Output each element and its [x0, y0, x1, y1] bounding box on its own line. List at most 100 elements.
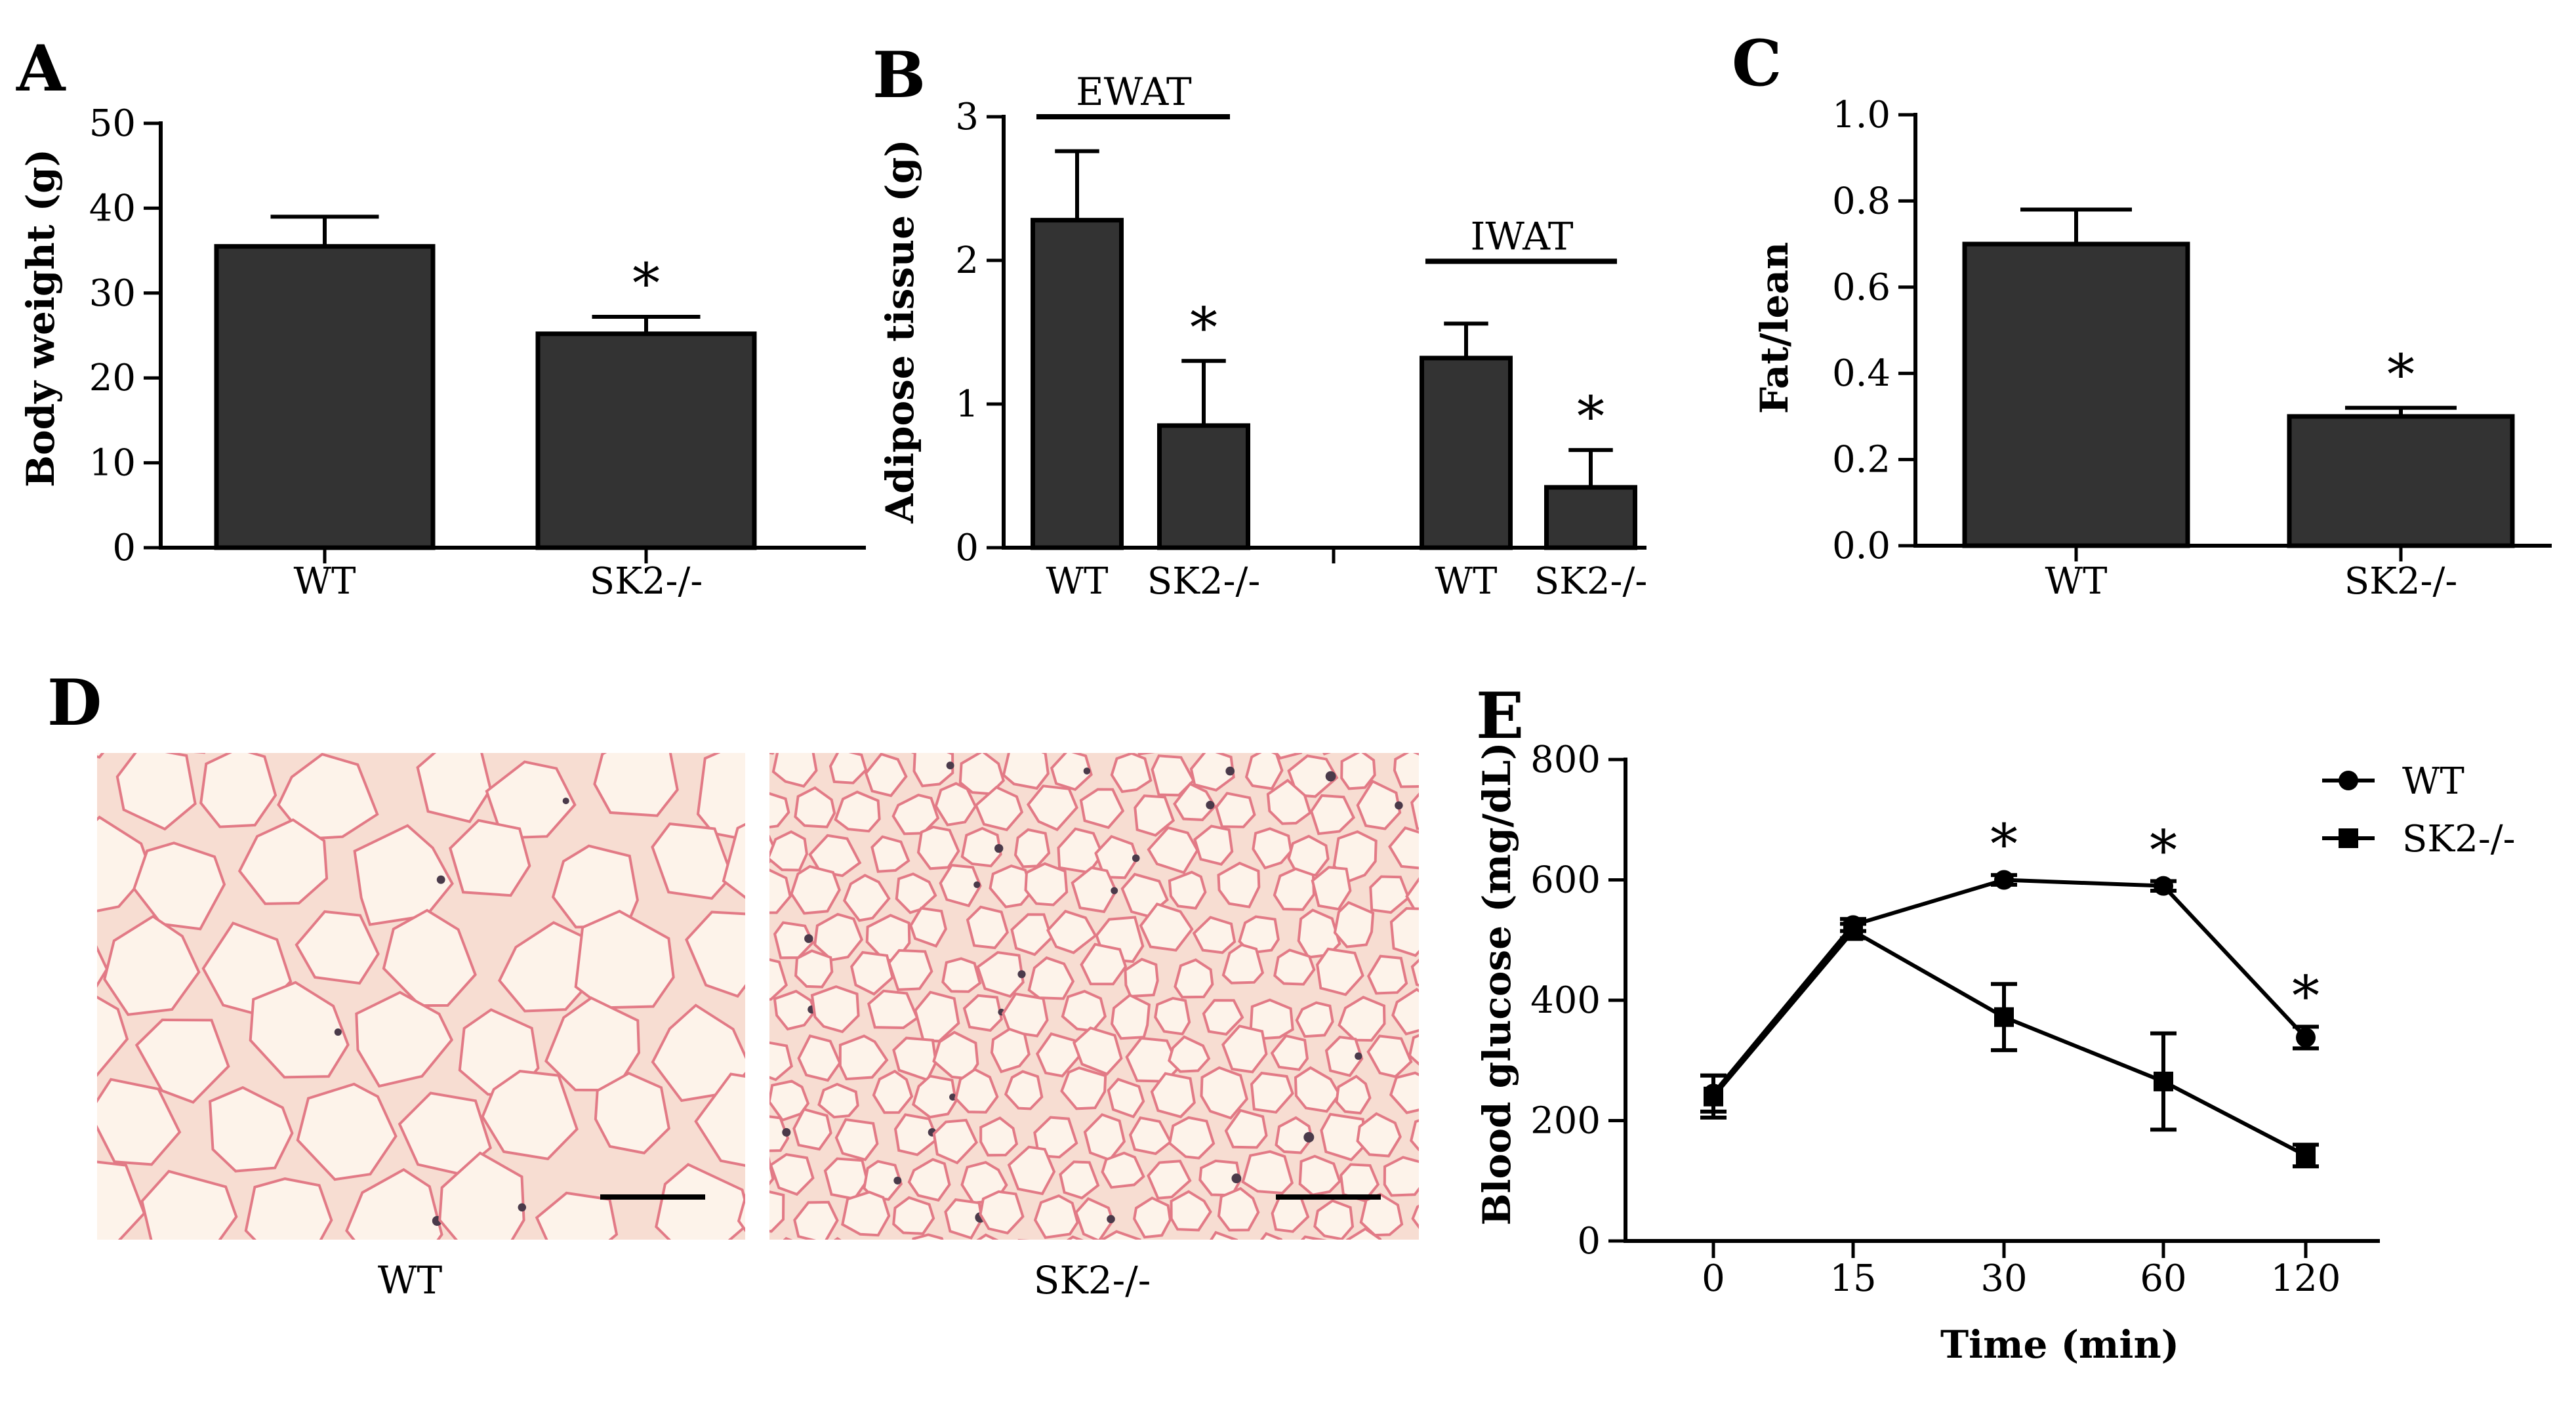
panel-e-y-tick-label: 800 — [1530, 739, 1601, 781]
adipocyte-cell — [1429, 912, 1475, 955]
panel-e-marks: * * * — [1700, 812, 2320, 1169]
adipocyte-cell — [1345, 1227, 1382, 1240]
adipocyte-cell — [966, 905, 1010, 950]
adipocyte-cell — [694, 1072, 745, 1167]
adipocyte-cell — [909, 906, 947, 948]
adipocyte-cell — [502, 1246, 602, 1343]
cell-nucleus — [1325, 771, 1336, 782]
cell-nucleus — [761, 1008, 769, 1016]
adipocyte-cell — [910, 753, 918, 756]
adipocyte-cell — [1244, 753, 1284, 790]
panel-e-x-tick-label: 15 — [1830, 1257, 1876, 1300]
cell-nucleus — [893, 1176, 902, 1185]
adipocyte-cell — [1388, 826, 1419, 870]
adipocyte-cell — [1033, 1116, 1078, 1159]
panel-b-iwat-sk2-significance-marker: * — [1577, 384, 1605, 449]
adipocyte-cell — [1134, 794, 1176, 837]
cell-nucleus — [1083, 767, 1091, 775]
adipocyte-cell — [1152, 1245, 1189, 1282]
panel-c-y-tick-label: 0.0 — [1832, 525, 1891, 567]
adipocyte-cell — [1410, 958, 1419, 987]
adipocyte-cell — [808, 834, 862, 878]
adipocyte-cell — [1356, 1112, 1402, 1158]
adipocyte-cell — [345, 1168, 443, 1240]
panel-e-legend-wt-marker — [2339, 771, 2358, 790]
adipocyte-cell — [934, 782, 977, 826]
panel-e-y-axis-title: Blood glucose (mg/dL) — [1475, 742, 1519, 1225]
cell-nucleus — [1463, 927, 1473, 936]
panel-a-y-tick-label: 0 — [112, 527, 136, 569]
adipocyte-cell — [97, 1160, 146, 1240]
adipocyte-cell — [916, 825, 960, 870]
adipocyte-cell — [140, 1169, 238, 1240]
adipocyte-cell — [1389, 1071, 1419, 1114]
panel-b-y-tick-label: 3 — [955, 96, 979, 138]
panel-c-marks: * — [1962, 207, 2515, 548]
adipocyte-cell — [541, 676, 617, 751]
adipocyte-cell — [769, 1080, 810, 1122]
adipocyte-cell — [979, 1190, 1025, 1235]
adipocyte-cell — [1024, 862, 1069, 906]
adipocyte-cell — [97, 753, 105, 759]
adipocyte-cell — [1410, 1119, 1419, 1151]
adipocyte-cell — [1294, 1066, 1341, 1113]
adipocyte-cell — [1335, 1074, 1372, 1115]
adipocyte-cell — [1170, 1190, 1212, 1232]
panel-e-sk2-point — [1994, 1007, 2014, 1027]
adipocyte-cell — [1072, 1026, 1123, 1076]
adipocyte-cell — [834, 1236, 842, 1240]
adipocyte-cell — [976, 1233, 999, 1240]
adipocyte-cell — [481, 1070, 579, 1160]
adipocyte-cell — [1433, 1230, 1481, 1270]
panel-e-wt-point — [1994, 870, 2014, 890]
adipocyte-cell — [416, 753, 492, 823]
adipocyte-cell — [696, 753, 745, 841]
adipocyte-cell — [1273, 867, 1315, 911]
adipocyte-cell — [1174, 958, 1214, 999]
panel-e-legend-wt-label: WT — [2402, 760, 2464, 803]
cell-nucleus — [994, 843, 1004, 853]
adipocyte-cell — [382, 908, 477, 1007]
panel-a-sk2-x-tick-label: SK2-/- — [590, 560, 703, 603]
cell-nucleus — [804, 934, 813, 943]
panel-b-iwat-sk2-bar — [1544, 485, 1637, 550]
adipocyte-cell — [705, 1254, 799, 1347]
adipocyte-cell — [834, 1118, 879, 1162]
panel-c-y-tick-label: 1.0 — [1832, 94, 1891, 136]
adipocyte-cell — [1033, 1194, 1079, 1239]
panel-c-y-tick-label: 0.4 — [1832, 352, 1891, 395]
adipocyte-cell — [840, 710, 880, 744]
adipocyte-cell — [941, 957, 982, 993]
adipocyte-cell — [792, 1107, 832, 1151]
cell-nucleus — [941, 1249, 949, 1257]
adipocyte-cell — [1046, 910, 1097, 954]
adipocyte-cell — [1200, 1066, 1249, 1120]
panel-e-legend-sk2-marker — [2339, 828, 2358, 848]
adipocyte-cell — [1150, 1072, 1196, 1118]
adipocyte-cell — [1366, 954, 1408, 995]
panel-e-y-tick-label: 400 — [1530, 979, 1601, 1022]
adipocyte-cell — [1369, 875, 1410, 914]
adipocyte-cell — [574, 909, 675, 1009]
panel-b-ewat-sk2-significance-marker: * — [1190, 295, 1217, 359]
adipocyte-cell — [1438, 1162, 1475, 1200]
panel-c-y-tick-label: 0.8 — [1832, 180, 1891, 222]
adipocyte-cell — [1224, 1108, 1268, 1149]
adipocyte-cell — [1249, 998, 1294, 1040]
panel-c-wt-x-tick-label: WT — [2045, 560, 2108, 603]
cell-nucleus — [782, 1127, 791, 1137]
cell-nucleus — [1425, 1087, 1434, 1096]
adipocyte-cell — [485, 760, 577, 840]
panel-e-y-tick-label: 600 — [1530, 859, 1601, 902]
panel-c-y-tick-label: 0.2 — [1832, 439, 1891, 481]
adipocyte-cell — [1139, 903, 1194, 952]
adipocyte-cell — [1193, 824, 1234, 866]
adipocyte-cell — [1275, 753, 1303, 760]
adipocyte-cell — [1259, 1232, 1283, 1240]
adipocyte-cell — [244, 1177, 333, 1240]
cell-nucleus — [1374, 1247, 1383, 1255]
adipocyte-cell — [870, 835, 910, 873]
adipocyte-cell — [1071, 866, 1118, 914]
adipocyte-cell — [1333, 901, 1375, 948]
